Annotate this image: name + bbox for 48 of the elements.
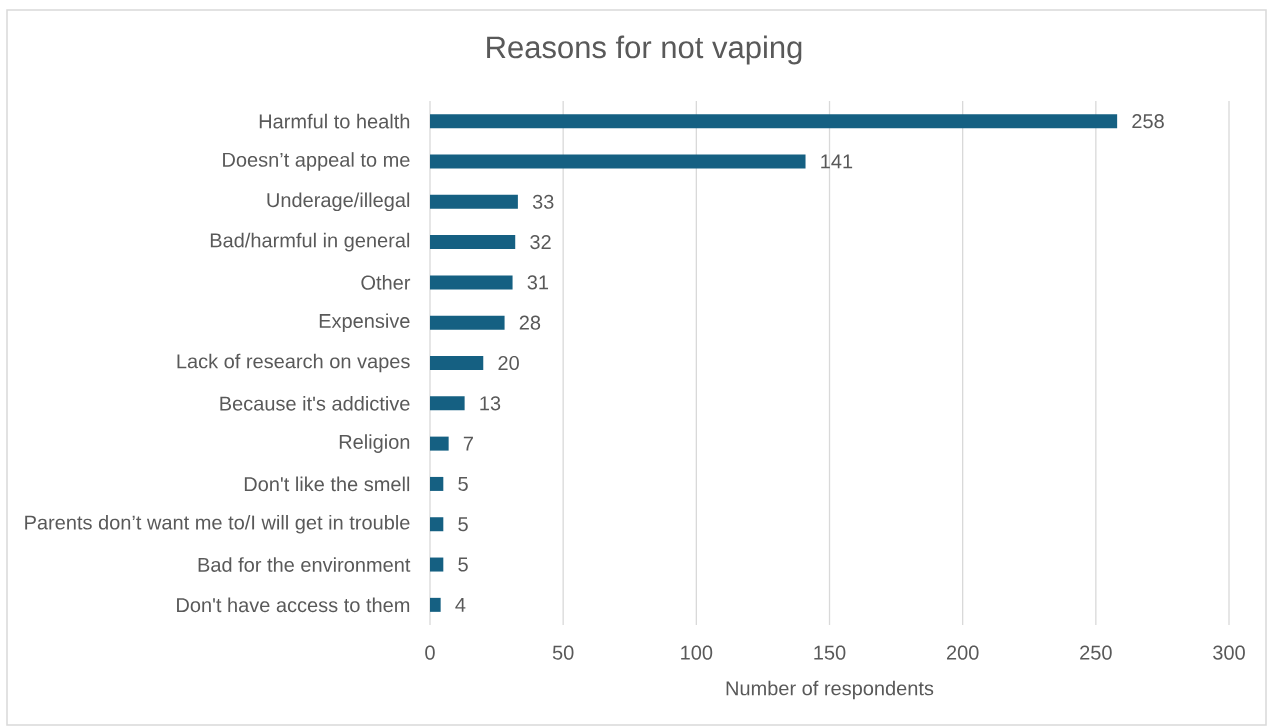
data-label: 5: [458, 476, 468, 491]
x-tick-label: 50: [552, 645, 574, 660]
y-tick-label: Bad for the environment: [198, 557, 411, 572]
bar: [430, 114, 1118, 129]
bar: [430, 154, 806, 169]
x-axis-title: Number of respondents: [726, 680, 934, 700]
x-tick-label: 150: [814, 645, 846, 660]
data-label: 32: [530, 235, 551, 250]
y-tick-label: Expensive: [319, 313, 410, 333]
y-tick-label: Doesn’t appeal to me: [223, 152, 410, 171]
x-tick-label: 250: [1080, 645, 1112, 660]
bar: [430, 235, 516, 250]
data-label: 5: [458, 557, 468, 572]
x-tick-label: 200: [946, 645, 979, 660]
y-tick-label: Underage/illegal: [267, 192, 410, 212]
data-label: 33: [532, 194, 554, 209]
bar: [430, 194, 518, 209]
y-tick-label: Harmful to health: [259, 113, 410, 129]
data-label: 5: [458, 517, 468, 532]
bar: [430, 557, 444, 572]
y-tick-label: Because it's addictive: [220, 395, 410, 411]
data-label: 7: [463, 436, 473, 451]
y-tick-label: Bad/harmful in general: [210, 232, 410, 252]
data-label: 28: [519, 315, 541, 330]
bar: [430, 436, 449, 451]
bar: [430, 356, 484, 370]
chart-title: Reasons for not vaping: [487, 35, 802, 65]
data-label: 141: [821, 154, 853, 169]
y-tick-label: Lack of research on vapes: [177, 353, 410, 373]
y-tick-label: Other: [361, 275, 411, 290]
data-label: 20: [498, 355, 519, 371]
y-tick-label: Don't like the smell: [244, 476, 410, 492]
data-label: 13: [480, 396, 501, 411]
bar: [430, 476, 444, 491]
y-tick-label: Parents don’t want me to/I will get in trouble: [25, 514, 410, 534]
bar: [430, 396, 465, 411]
data-label: 258: [1132, 114, 1164, 129]
bar: [430, 517, 444, 532]
bar: [430, 315, 505, 330]
y-tick-label: Don't have access to them: [177, 597, 410, 613]
x-tick-label: 0: [425, 645, 435, 660]
y-tick-label: Religion: [339, 434, 410, 453]
x-tick-label: 300: [1213, 645, 1245, 660]
data-label: 4: [455, 597, 466, 612]
bar: [430, 597, 441, 612]
bar: [430, 275, 513, 290]
data-label: 31: [527, 275, 549, 290]
x-tick-label: 100: [681, 645, 713, 660]
